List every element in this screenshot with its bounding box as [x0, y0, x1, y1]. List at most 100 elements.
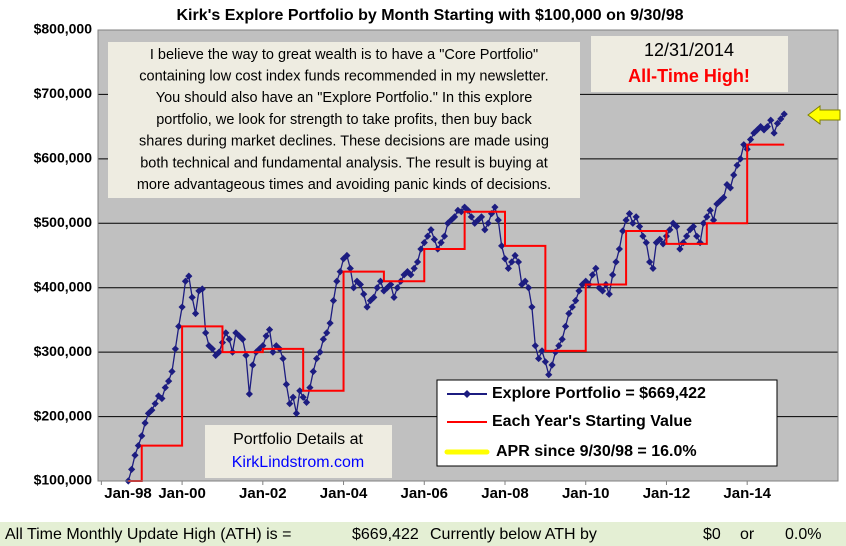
footer-text: Currently below ATH by: [430, 526, 597, 543]
y-tick-label: $100,000: [34, 472, 93, 488]
data-marker: [720, 193, 728, 202]
data-marker: [148, 406, 156, 414]
data-marker: [477, 213, 486, 221]
legend-marker: [463, 390, 471, 398]
data-marker: [373, 284, 381, 292]
legend-label: Each Year's Starting Value: [492, 413, 692, 430]
data-marker: [612, 258, 620, 266]
data-marker: [158, 394, 166, 403]
data-marker: [188, 293, 196, 301]
data-marker: [555, 342, 563, 350]
data-marker: [323, 329, 331, 337]
data-marker: [141, 419, 149, 427]
data-marker: [514, 258, 523, 266]
data-marker: [709, 216, 718, 224]
data-marker: [471, 219, 479, 227]
data-marker: [131, 451, 139, 459]
data-marker: [763, 123, 771, 131]
data-marker: [538, 347, 546, 355]
data-marker: [531, 342, 539, 350]
footer-value: $0: [703, 526, 721, 543]
data-marker: [329, 297, 338, 305]
data-marker: [279, 354, 287, 363]
data-marker: [706, 206, 714, 214]
data-marker: [501, 255, 509, 263]
note-line: containing low cost index funds recommen…: [139, 69, 548, 85]
data-marker: [622, 216, 630, 224]
data-marker: [592, 264, 600, 272]
data-marker: [481, 226, 489, 234]
footer-text: or: [740, 526, 755, 543]
chart-title: Kirk's Explore Portfolio by Month Starti…: [176, 7, 683, 24]
data-marker: [632, 213, 640, 221]
data-marker: [265, 325, 274, 334]
data-marker: [366, 297, 375, 305]
note-line: more advantageous times and avoiding pan…: [137, 177, 551, 193]
data-marker: [528, 303, 536, 311]
data-marker: [561, 322, 570, 330]
data-marker: [524, 284, 533, 292]
data-marker: [726, 184, 734, 192]
data-marker: [491, 203, 499, 211]
y-tick-label: $600,000: [34, 150, 93, 166]
footer-band: [0, 522, 846, 546]
data-marker: [239, 335, 247, 343]
data-marker: [306, 383, 314, 392]
data-marker: [289, 393, 297, 401]
data-marker: [689, 222, 697, 231]
data-marker: [299, 393, 307, 401]
y-tick-label: $400,000: [34, 278, 93, 294]
data-marker: [144, 409, 153, 417]
data-marker: [430, 235, 438, 243]
data-marker: [161, 383, 169, 392]
data-marker: [474, 216, 482, 224]
data-marker: [316, 348, 324, 356]
x-tick-label: Jan-00: [158, 485, 206, 502]
data-marker: [672, 222, 681, 231]
data-marker: [128, 465, 136, 474]
data-marker: [333, 277, 341, 285]
data-marker: [181, 277, 190, 285]
data-marker: [454, 206, 462, 214]
data-marker: [292, 409, 301, 417]
data-marker: [780, 110, 788, 118]
data-marker: [437, 239, 445, 247]
y-tick-label: $800,000: [34, 21, 93, 37]
data-marker: [558, 335, 566, 343]
data-marker: [440, 232, 449, 240]
data-marker: [259, 342, 267, 350]
data-marker: [212, 351, 220, 359]
data-marker: [457, 208, 465, 216]
data-marker: [551, 348, 560, 356]
note-box: [108, 42, 580, 198]
data-marker: [309, 367, 317, 376]
data-marker: [693, 232, 701, 240]
data-marker: [191, 309, 200, 318]
data-marker: [757, 123, 765, 131]
data-marker: [659, 240, 667, 248]
data-marker: [343, 251, 351, 260]
plot-border: [97, 29, 839, 482]
data-marker: [461, 203, 469, 211]
y-tick-label: $700,000: [34, 85, 93, 101]
data-marker: [730, 171, 738, 179]
note-line: portfolio, we look for strength to take …: [156, 112, 532, 128]
data-marker: [656, 235, 664, 243]
data-marker: [185, 272, 193, 280]
data-marker: [225, 335, 233, 343]
data-marker: [424, 232, 432, 240]
data-marker: [676, 245, 684, 253]
data-marker: [350, 284, 358, 292]
data-marker: [413, 258, 422, 266]
footer-text: All Time Monthly Update High (ATH) is =: [5, 526, 291, 543]
note-line: I believe the way to great wealth is to …: [150, 47, 538, 63]
data-marker: [609, 271, 617, 279]
data-marker: [215, 348, 223, 356]
data-marker: [733, 161, 741, 169]
data-marker: [380, 287, 388, 295]
details-link[interactable]: KirkLindstrom.com: [232, 454, 364, 471]
data-marker: [407, 271, 415, 279]
data-marker: [171, 345, 179, 353]
data-marker: [222, 329, 230, 337]
data-marker: [417, 245, 425, 253]
